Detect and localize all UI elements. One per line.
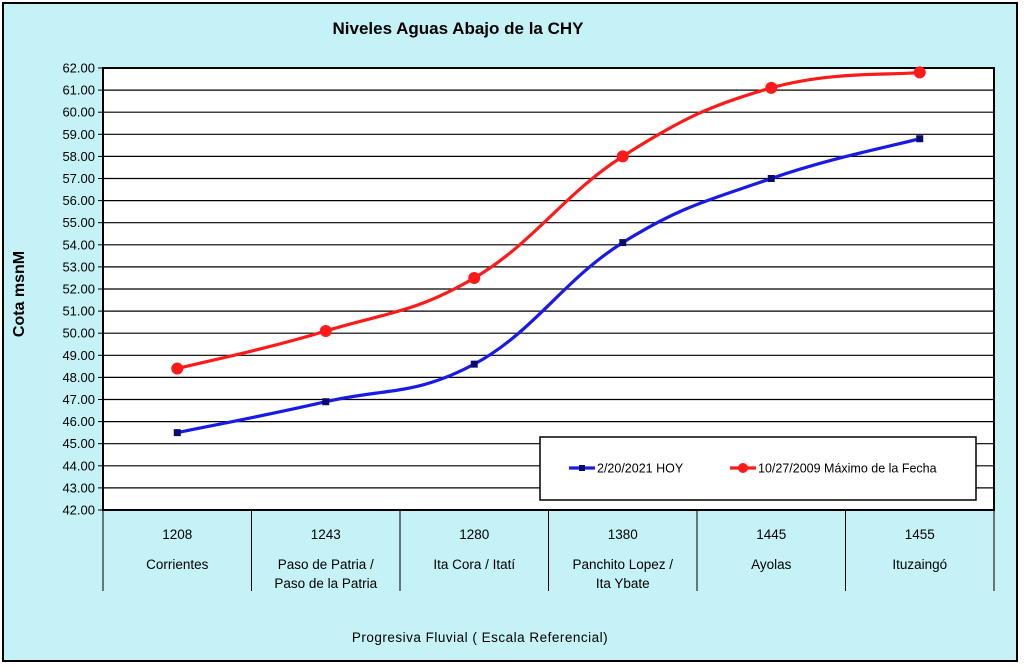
y-tick-label: 42.00 [62, 503, 95, 518]
legend-box [539, 436, 977, 501]
data-point [468, 271, 481, 284]
category-name: Ita Ybate [596, 576, 650, 591]
data-point [322, 398, 330, 406]
data-point [173, 429, 181, 437]
series-line-2 [176, 70, 920, 371]
y-tick-label: 59.00 [62, 127, 95, 142]
y-axis-label: Cota msnM [11, 251, 28, 337]
y-tick-label: 62.00 [62, 61, 95, 76]
data-point [619, 239, 627, 247]
legend-label: 10/27/2009 Máximo de la Fecha [758, 462, 937, 476]
legend-marker [579, 465, 585, 471]
y-tick-label: 47.00 [62, 392, 95, 407]
y-tick-label: 53.00 [62, 259, 95, 274]
y-tick-label: 56.00 [62, 193, 95, 208]
chart-svg: Niveles Aguas Abajo de la CHY Cota msnM … [11, 19, 995, 645]
category-code: 1455 [905, 527, 935, 542]
y-tick-label: 55.00 [62, 215, 95, 230]
category-name: Corrientes [146, 557, 209, 572]
category-name: Panchito Lopez / [572, 557, 673, 572]
y-tick-label: 49.00 [62, 348, 95, 363]
y-tick-label: 50.00 [62, 326, 95, 341]
legend-label: 2/20/2021 HOY [597, 462, 684, 476]
x-axis-label: Progresiva Fluvial ( Escala Referencial) [352, 630, 608, 645]
y-tick-label: 48.00 [62, 370, 95, 385]
data-point [171, 362, 184, 375]
data-point [913, 66, 926, 79]
y-tick-label: 61.00 [62, 83, 95, 98]
y-tick-label: 58.00 [62, 149, 95, 164]
y-tick-label: 43.00 [62, 480, 95, 495]
category-name: Ita Cora / Itatí [433, 557, 515, 572]
y-tick-label: 54.00 [62, 237, 95, 252]
category-code: 1445 [756, 527, 786, 542]
y-tick-label: 44.00 [62, 458, 95, 473]
y-tick-label: 45.00 [62, 436, 95, 451]
category-name: Ayolas [751, 557, 792, 572]
legend-marker [738, 463, 748, 473]
category-name: Paso de la Patria [274, 576, 377, 591]
category-code: 1243 [311, 527, 341, 542]
category-code: 1280 [459, 527, 489, 542]
data-point [765, 81, 778, 94]
y-tick-label: 52.00 [62, 282, 95, 297]
series-line-1 [176, 137, 921, 435]
data-point [616, 150, 629, 163]
data-point [470, 360, 478, 368]
data-point [767, 175, 775, 182]
category-name: Ituzaingó [892, 557, 947, 572]
data-point [319, 324, 332, 337]
category-name: Paso de Patria / [278, 557, 374, 572]
data-point [916, 135, 924, 143]
y-tick-label: 57.00 [62, 171, 95, 186]
chart-title: Niveles Aguas Abajo de la CHY [333, 19, 585, 38]
y-tick-label: 60.00 [62, 105, 95, 120]
category-code: 1208 [162, 527, 192, 542]
y-tick-label: 51.00 [62, 304, 95, 319]
y-tick-label: 46.00 [62, 414, 95, 429]
category-code: 1380 [608, 527, 638, 542]
